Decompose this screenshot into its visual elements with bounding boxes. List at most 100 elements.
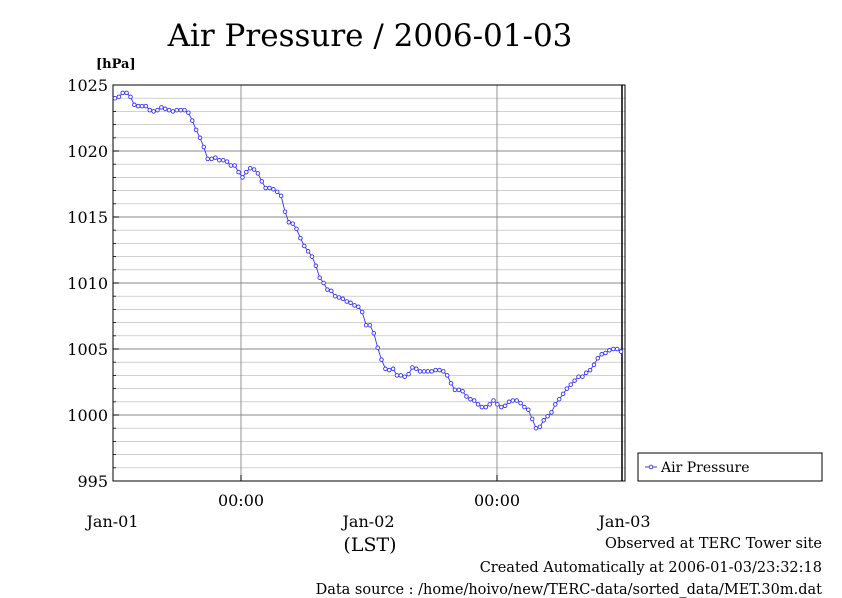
data-point [182,107,187,113]
data-point [379,357,384,362]
data-point [614,346,620,352]
data-point [576,374,581,379]
data-point [444,373,450,378]
data-point [421,369,427,374]
data-point [526,407,531,412]
data-point [317,275,322,280]
y-tick-label: 1020 [67,142,108,161]
data-point [267,185,272,191]
data-point [414,366,419,372]
data-point [224,159,230,164]
data-point [232,163,237,168]
data-point [298,235,303,241]
data-point [437,367,442,373]
data-point [139,103,145,109]
data-point [491,398,496,403]
data-point [190,118,195,123]
data-point [591,362,597,368]
data-point [475,402,481,407]
data-point [128,94,133,100]
x-axis: 00:00 00:00 Jan-01 Jan-02 Jan-03 [84,475,651,531]
data-point [336,295,342,300]
data-point [120,90,125,96]
legend-label: Air Pressure [660,460,750,476]
data-point [286,220,292,225]
y-tick-label: 1000 [67,406,108,425]
series-air-pressure [112,90,624,431]
data-point [410,365,415,370]
data-point [386,367,392,373]
footer-created-timestamp: Created Automatically at 2006-01-03/23:3… [479,560,822,576]
data-point [464,394,469,399]
data-point [205,156,210,162]
data-point [487,402,492,407]
data-point [495,402,500,407]
data-point [367,322,373,328]
data-point [151,109,156,114]
data-point [383,366,388,372]
data-point [282,209,288,214]
data-point [390,366,396,372]
data-point [537,424,543,430]
data-point [603,350,608,356]
data-point [321,280,326,286]
data-point [116,94,122,100]
y-tick-label: 1010 [67,274,108,293]
data-point [398,373,404,378]
data-point [580,374,585,379]
grid-lines [113,85,625,481]
data-point [448,381,454,386]
data-point [193,127,199,133]
x-tick-label: 00:00 [218,491,264,510]
data-point [471,398,477,403]
x-tick-label: 00:00 [474,491,520,510]
data-point [124,90,129,96]
data-point [541,418,546,423]
data-point [174,107,180,113]
y-axis: 995 1000 1005 1010 1015 1020 1025 [67,76,119,491]
legend-box [637,452,823,482]
x-day-label: Jan-01 [84,512,138,531]
data-point [332,293,338,299]
data-point [329,288,334,294]
data-point [568,382,574,387]
data-point [529,416,535,422]
data-point [348,300,353,306]
data-point [545,414,550,419]
legend: Air Pressure [637,452,823,482]
data-point [201,144,207,150]
data-point [553,402,558,407]
data-point [159,105,164,110]
data-point [549,410,554,415]
data-point [468,396,473,402]
footer-data-source: Data source : /home/hoivo/new/TERC-data/… [315,582,822,598]
data-point [359,309,365,315]
data-point [556,396,562,402]
y-tick-label: 1015 [67,208,108,227]
data-point [309,254,315,259]
data-point [572,378,577,383]
data-point [325,287,330,292]
y-axis-unit-label: [hPa] [96,57,136,72]
data-point [560,391,566,397]
data-point [479,404,485,410]
data-point [456,387,462,393]
data-point [452,387,458,393]
data-point [506,399,512,405]
data-point [255,171,261,176]
data-point [197,135,203,141]
data-point [313,263,319,269]
data-point [402,374,407,379]
data-point [135,103,141,109]
data-point [217,157,222,163]
data-point [263,185,268,191]
data-point [340,296,346,302]
data-point [236,169,241,175]
data-point [213,155,218,160]
data-point [143,103,149,109]
data-point [356,304,361,310]
data-point [352,303,357,308]
data-point [170,109,176,114]
data-point [618,349,624,354]
